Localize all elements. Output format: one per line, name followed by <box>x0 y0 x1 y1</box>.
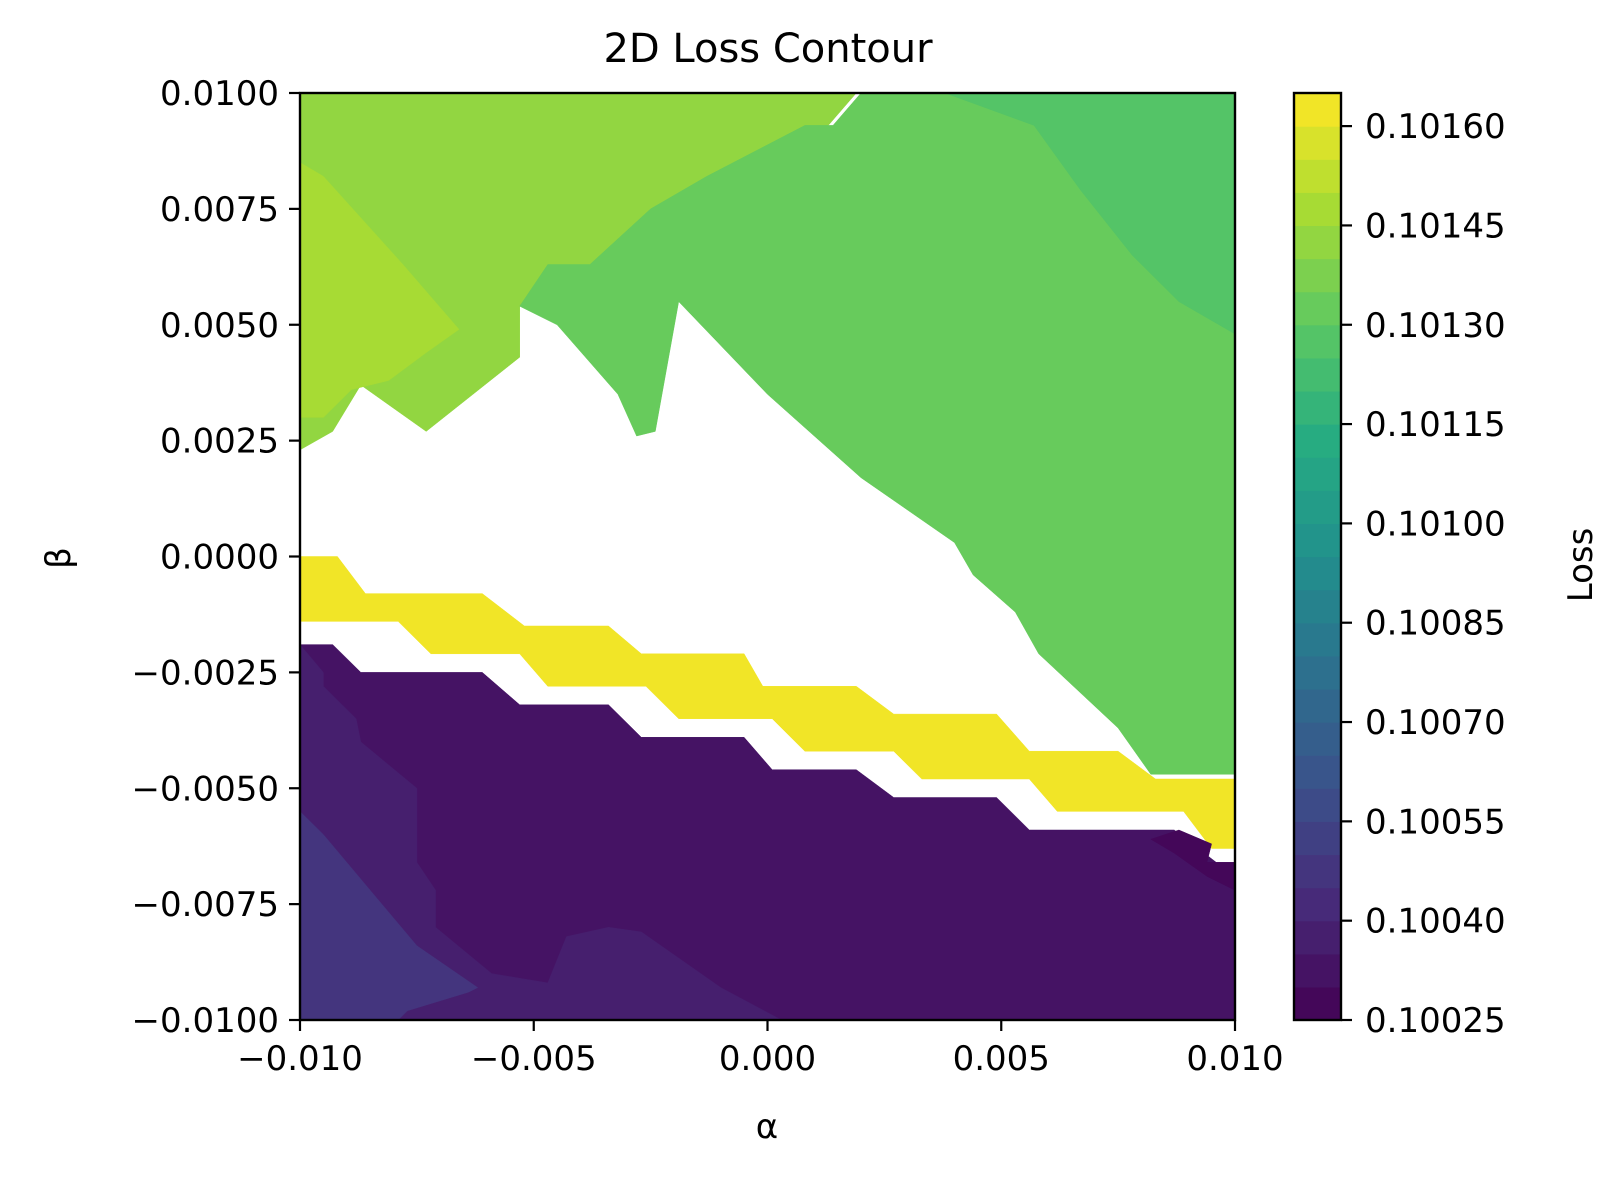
colorbar: 0.10160 0.10145 0.10130 0.10115 0.10100 0.100… <box>1294 93 1506 1041</box>
colorbar-band <box>1294 755 1341 789</box>
x-tick-label: −0.010 <box>237 1039 363 1079</box>
colorbar-band <box>1294 457 1341 491</box>
y-tick-label: −0.0050 <box>132 769 279 809</box>
y-tick-label: −0.0075 <box>132 885 279 925</box>
x-tick-label: 0.005 <box>953 1039 1050 1079</box>
colorbar-band <box>1294 986 1341 1021</box>
chart-title: 2D Loss Contour <box>603 26 933 72</box>
contour-region-indigo-bottom-left <box>300 811 479 1020</box>
y-axis: 0.0100 0.0075 0.0050 0.0025 0.0000 −0.0025 −0.… <box>132 74 300 1041</box>
y-tick-label: −0.0100 <box>132 1001 279 1041</box>
colorbar-tick-label: 0.10085 <box>1365 604 1506 644</box>
y-tick-label: 0.0025 <box>160 422 279 462</box>
y-tick-label: 0.0050 <box>160 306 279 346</box>
y-tick-label: 0.0000 <box>160 538 279 578</box>
colorbar-tick-label: 0.10145 <box>1365 206 1506 246</box>
contour-region-mid-green-right <box>519 93 1235 775</box>
plot-area <box>300 93 1235 1020</box>
colorbar-band <box>1294 854 1341 889</box>
colorbar-band <box>1294 93 1341 127</box>
colorbar-band <box>1294 556 1341 591</box>
colorbar-band <box>1294 424 1341 458</box>
colorbar-band <box>1294 159 1341 193</box>
colorbar-tick-label: 0.10100 <box>1365 504 1506 544</box>
colorbar-tick-label: 0.10070 <box>1365 703 1506 743</box>
colorbar-tick-label: 0.10025 <box>1365 1001 1506 1041</box>
colorbar-tick-label: 0.10160 <box>1365 107 1506 147</box>
colorbar-band <box>1294 788 1341 822</box>
contour-region-lower-left-band <box>300 644 782 1020</box>
y-tick-label: 0.0075 <box>160 190 279 230</box>
colorbar-band <box>1294 920 1341 955</box>
x-tick-label: −0.005 <box>471 1039 597 1079</box>
y-tick-label: 0.0100 <box>160 74 279 114</box>
colorbar-label: Loss <box>1561 528 1601 603</box>
colorbar-band <box>1294 589 1341 624</box>
x-axis: −0.010 −0.005 0.000 0.005 0.010 <box>237 1020 1284 1079</box>
colorbar-band <box>1294 953 1341 988</box>
contour-region-yellow-ridge <box>300 556 1235 849</box>
colorbar-band <box>1294 821 1341 856</box>
colorbar-frame <box>1292 91 1343 1022</box>
colorbar-band <box>1294 390 1341 425</box>
x-tick-label: 0.010 <box>1186 1039 1283 1079</box>
colorbar-band <box>1294 688 1341 723</box>
contour-region-teal-green-top-right <box>945 93 1235 335</box>
colorbar-band <box>1294 192 1341 227</box>
colorbar-tick-label: 0.10055 <box>1365 802 1506 842</box>
x-tick-label: 0.000 <box>719 1039 816 1079</box>
contour-region-lime-top-left <box>300 162 460 418</box>
y-tick-label: −0.0025 <box>132 653 279 693</box>
colorbar-band <box>1294 126 1341 160</box>
colorbar-band <box>1294 291 1341 326</box>
colorbar-band <box>1294 258 1341 293</box>
colorbar-band <box>1294 324 1341 359</box>
colorbar-band <box>1294 225 1341 260</box>
colorbar-band <box>1294 622 1341 657</box>
y-axis-label: β <box>39 547 79 569</box>
contour-region-deepest-corner <box>1150 829 1235 891</box>
colorbar-tick-label: 0.10130 <box>1365 306 1506 346</box>
colorbar-tick-label: 0.10115 <box>1365 405 1506 445</box>
colorbar-band <box>1294 357 1341 392</box>
colorbar-tick-label: 0.10040 <box>1365 902 1506 942</box>
contour-region-dark-valley <box>300 644 1235 1020</box>
colorbar-band <box>1294 523 1341 558</box>
colorbar-band <box>1294 655 1341 690</box>
colorbar-band <box>1294 887 1341 922</box>
colorbar-band <box>1294 722 1341 756</box>
x-axis-label: α <box>756 1107 778 1147</box>
colorbar-band <box>1294 490 1341 524</box>
